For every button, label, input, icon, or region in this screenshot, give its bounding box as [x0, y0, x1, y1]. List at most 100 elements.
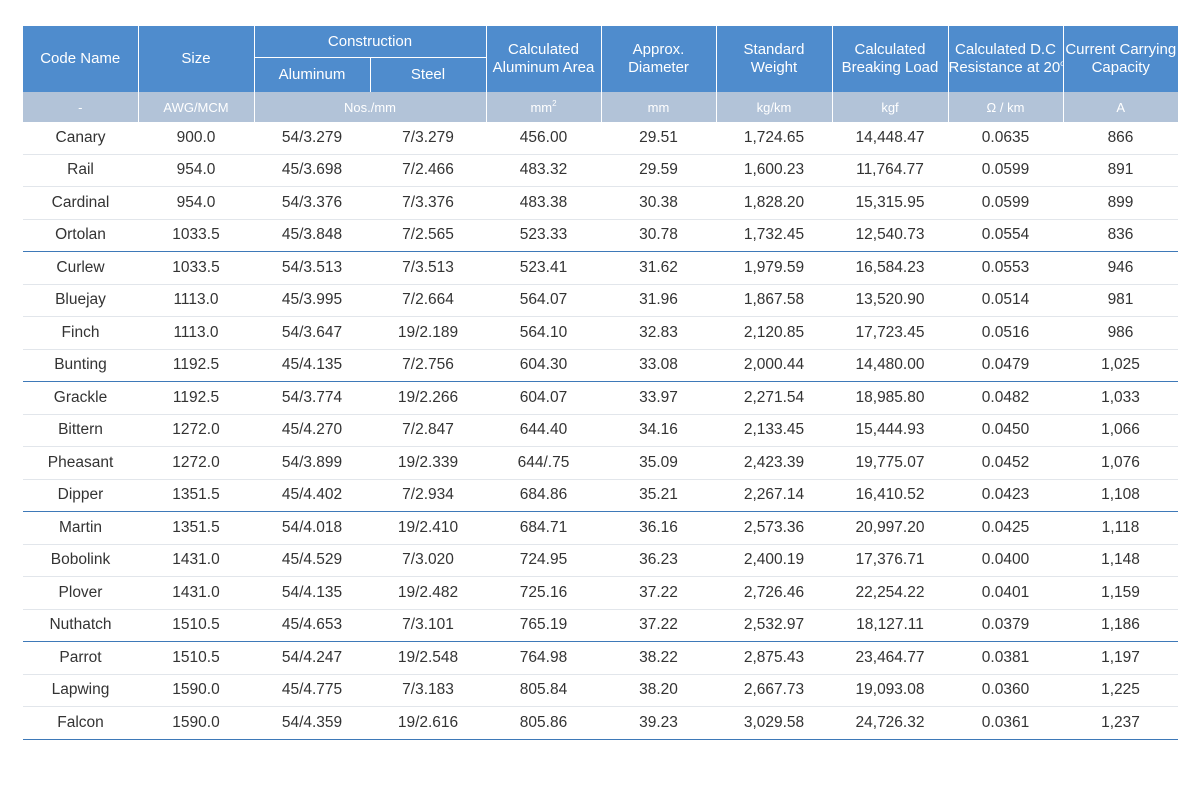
cell-code-name: Ortolan	[23, 219, 138, 252]
header-resistance-degree: o	[1060, 59, 1062, 68]
cell-breaking-load: 16,584.23	[832, 251, 948, 285]
cell-steel: 7/3.376	[370, 186, 486, 220]
cell-aluminum: 54/4.018	[254, 511, 370, 545]
table-row: Lapwing 1590.0 45/4.775 7/3.183 805.84 38.20 2…	[23, 674, 1178, 707]
cell-area: 523.41	[486, 251, 601, 285]
cell-aluminum: 54/3.899	[254, 446, 370, 480]
cell-resistance: 0.0635	[948, 122, 1063, 155]
unit-area-text: mm	[530, 99, 553, 115]
cell-size: 1351.5	[138, 479, 254, 512]
cell-diameter: 31.96	[601, 284, 716, 317]
unit-weight: kg/km	[715, 92, 833, 122]
cell-code-name: Cardinal	[23, 186, 138, 220]
cell-capacity: 1,237	[1063, 706, 1178, 740]
cell-area: 644.40	[486, 414, 601, 447]
cell-weight: 2,400.19	[716, 544, 832, 577]
cell-breaking-load: 15,315.95	[832, 186, 948, 220]
cell-code-name: Bittern	[23, 414, 138, 447]
cell-weight: 1,732.45	[716, 219, 832, 252]
cell-diameter: 33.08	[601, 349, 716, 382]
cell-steel: 7/3.183	[370, 674, 486, 707]
cell-resistance: 0.0553	[948, 251, 1063, 285]
cell-capacity: 1,033	[1063, 381, 1178, 415]
cell-breaking-load: 14,480.00	[832, 349, 948, 382]
header-approx-diameter: Approx. Diameter	[600, 26, 717, 92]
header-code-name: Code Name	[23, 26, 139, 92]
cell-breaking-load: 13,520.90	[832, 284, 948, 317]
cell-breaking-load: 22,254.22	[832, 576, 948, 610]
cell-capacity: 986	[1063, 316, 1178, 350]
cell-weight: 2,267.14	[716, 479, 832, 512]
cell-resistance: 0.0479	[948, 349, 1063, 382]
cell-breaking-load: 12,540.73	[832, 219, 948, 252]
table-row: Cardinal 954.0 54/3.376 7/3.376 483.38 30.38 1…	[23, 186, 1178, 220]
cell-size: 1590.0	[138, 706, 254, 740]
cell-diameter: 33.97	[601, 381, 716, 415]
cell-resistance: 0.0401	[948, 576, 1063, 610]
header-breaking-load: Calculated Breaking Load	[831, 26, 949, 92]
cell-area: 724.95	[486, 544, 601, 577]
cell-weight: 2,271.54	[716, 381, 832, 415]
cell-weight: 2,573.36	[716, 511, 832, 545]
cell-code-name: Pheasant	[23, 446, 138, 480]
cell-breaking-load: 19,775.07	[832, 446, 948, 480]
cell-area: 483.32	[486, 154, 601, 187]
cell-capacity: 1,108	[1063, 479, 1178, 512]
cell-area: 604.07	[486, 381, 601, 415]
cell-diameter: 31.62	[601, 251, 716, 285]
cell-steel: 19/2.482	[370, 576, 486, 610]
cell-steel: 7/2.847	[370, 414, 486, 447]
unit-code-name: -	[23, 92, 139, 122]
cell-steel: 19/2.548	[370, 641, 486, 675]
header-size: Size	[137, 26, 255, 92]
cell-size: 1431.0	[138, 544, 254, 577]
cell-aluminum: 45/4.135	[254, 349, 370, 382]
unit-diameter: mm	[600, 92, 717, 122]
cell-size: 1033.5	[138, 219, 254, 252]
header-diameter-line1: Approx.	[632, 41, 685, 58]
cell-area: 456.00	[486, 122, 601, 155]
cell-area: 483.38	[486, 186, 601, 220]
header-diameter-line2: Diameter	[628, 59, 689, 76]
header-current-capacity: Current Carrying Capacity	[1062, 26, 1178, 92]
cell-aluminum: 45/3.995	[254, 284, 370, 317]
cell-weight: 2,120.85	[716, 316, 832, 350]
header-steel: Steel	[369, 57, 486, 92]
cell-area: 765.19	[486, 609, 601, 642]
cell-size: 1431.0	[138, 576, 254, 610]
unit-resistance: Ω / km	[947, 92, 1064, 122]
cell-steel: 7/2.664	[370, 284, 486, 317]
cell-capacity: 946	[1063, 251, 1178, 285]
cell-steel: 7/3.020	[370, 544, 486, 577]
cell-diameter: 29.51	[601, 122, 716, 155]
cell-area: 684.86	[486, 479, 601, 512]
cell-aluminum: 45/3.698	[254, 154, 370, 187]
cell-code-name: Bunting	[23, 349, 138, 382]
table-row: Plover 1431.0 54/4.135 19/2.482 725.16 37.22 2…	[23, 576, 1178, 610]
cell-resistance: 0.0452	[948, 446, 1063, 480]
cell-weight: 1,979.59	[716, 251, 832, 285]
header-standard-weight: Standard Weight	[715, 26, 833, 92]
unit-size: AWG/MCM	[137, 92, 255, 122]
cell-steel: 19/2.339	[370, 446, 486, 480]
cell-size: 1510.5	[138, 641, 254, 675]
cell-resistance: 0.0516	[948, 316, 1063, 350]
cell-capacity: 1,066	[1063, 414, 1178, 447]
cell-diameter: 32.83	[601, 316, 716, 350]
table-row: Bittern 1272.0 45/4.270 7/2.847 644.40 34.16 2…	[23, 414, 1178, 447]
cell-breaking-load: 11,764.77	[832, 154, 948, 187]
header-dc-resistance: Calculated D.C Resistance at 20oC	[947, 26, 1064, 92]
conductor-spec-table: Code Name Size Construction Calculated A…	[23, 26, 1178, 740]
cell-code-name: Bobolink	[23, 544, 138, 577]
cell-diameter: 37.22	[601, 609, 716, 642]
cell-steel: 19/2.616	[370, 706, 486, 740]
cell-steel: 7/2.756	[370, 349, 486, 382]
header-capacity-line1: Current Carrying	[1065, 41, 1177, 58]
table-row: Bobolink 1431.0 45/4.529 7/3.020 724.95 36.23…	[23, 544, 1178, 577]
header-aluminum: Aluminum	[254, 57, 371, 92]
cell-diameter: 29.59	[601, 154, 716, 187]
table-body: Canary 900.0 54/3.279 7/3.279 456.00 29.51 1,7…	[23, 122, 1178, 740]
cell-code-name: Canary	[23, 122, 138, 155]
cell-diameter: 36.23	[601, 544, 716, 577]
cell-code-name: Plover	[23, 576, 138, 610]
